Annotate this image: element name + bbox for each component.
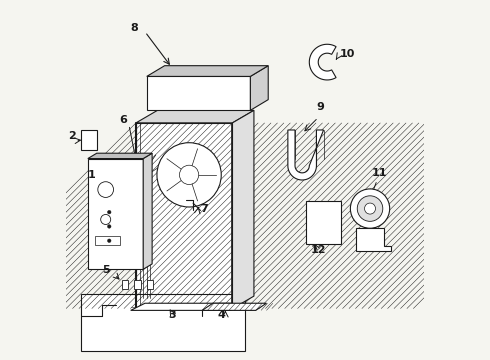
Circle shape	[107, 239, 111, 243]
Circle shape	[350, 189, 390, 228]
Bar	[136, 123, 232, 309]
Polygon shape	[147, 66, 268, 76]
Bar	[95, 236, 120, 245]
FancyBboxPatch shape	[81, 294, 245, 351]
Text: 5: 5	[102, 265, 110, 275]
Polygon shape	[309, 44, 336, 80]
Circle shape	[157, 143, 221, 207]
Polygon shape	[136, 111, 254, 123]
Circle shape	[100, 215, 111, 225]
Polygon shape	[202, 303, 267, 310]
Text: 10: 10	[340, 49, 355, 59]
Circle shape	[107, 210, 111, 214]
Circle shape	[107, 225, 111, 228]
Polygon shape	[143, 153, 152, 269]
Polygon shape	[250, 66, 268, 111]
Text: 7: 7	[200, 204, 208, 214]
Text: 8: 8	[130, 23, 138, 33]
Bar	[81, 130, 97, 150]
Circle shape	[179, 165, 199, 185]
Bar	[134, 280, 141, 289]
Bar	[122, 280, 128, 289]
Text: 11: 11	[372, 168, 387, 179]
Text: 2: 2	[68, 131, 76, 141]
Polygon shape	[131, 303, 245, 310]
Text: 12: 12	[311, 245, 327, 255]
Text: 9: 9	[316, 102, 324, 112]
Bar	[147, 280, 153, 289]
Circle shape	[357, 196, 383, 221]
Text: 1: 1	[88, 170, 96, 180]
Circle shape	[365, 203, 375, 214]
Polygon shape	[232, 111, 254, 309]
Bar	[306, 202, 342, 244]
Polygon shape	[288, 130, 323, 180]
Text: 6: 6	[119, 115, 127, 125]
Bar	[88, 158, 143, 269]
Circle shape	[98, 182, 114, 197]
Polygon shape	[88, 153, 152, 158]
Polygon shape	[356, 228, 392, 251]
Text: 3: 3	[168, 310, 175, 320]
Bar	[147, 76, 250, 111]
Text: 4: 4	[218, 310, 226, 320]
